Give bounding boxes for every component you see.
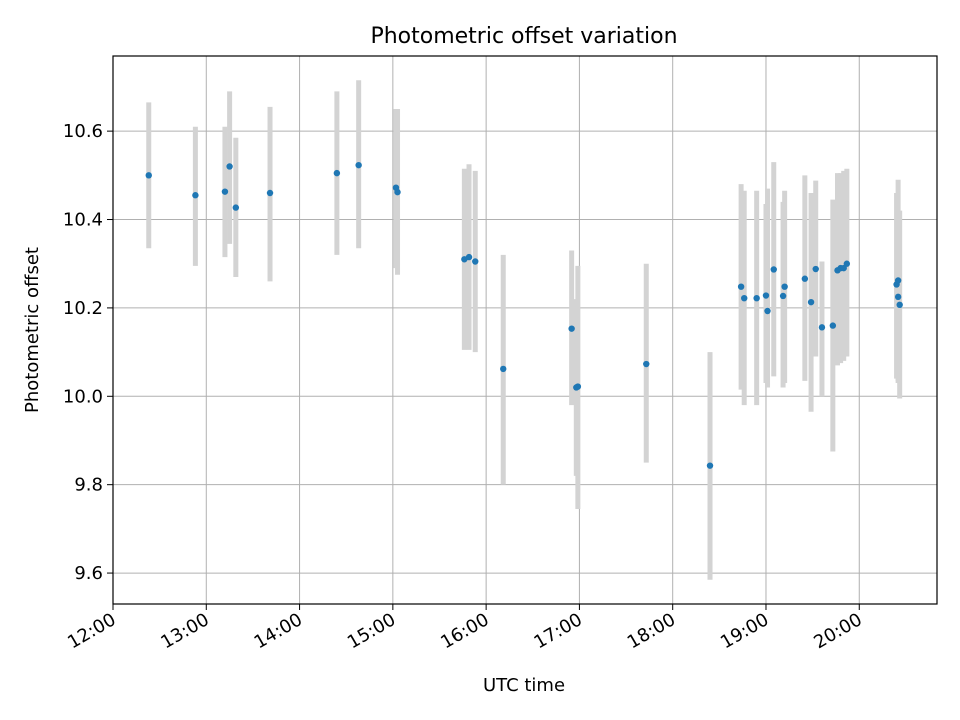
data-point [807, 298, 815, 306]
y-tick-label: 10.6 [63, 121, 103, 142]
data-point [764, 307, 771, 315]
y-axis-ticks: 9.6 9.8 10.0 10.2 10.4 10.6 [63, 121, 113, 584]
data-point [818, 324, 826, 331]
x-tick-label: 12:00 [64, 609, 119, 653]
data-point [472, 258, 479, 265]
data-point [355, 161, 362, 169]
data-point [896, 301, 903, 309]
data-point [706, 462, 714, 469]
data-point [779, 292, 787, 300]
data-point [843, 260, 851, 267]
y-axis-label: Photometric offset [22, 247, 43, 413]
data-point [812, 265, 819, 273]
x-tick-label: 13:00 [157, 609, 212, 653]
x-tick-label: 19:00 [717, 609, 772, 653]
data-point [643, 360, 650, 368]
x-axis-ticks: 12:00 13:00 14:00 15:00 16:00 17:00 18:00 19:00… [64, 604, 866, 653]
data-point [753, 294, 760, 302]
y-tick-label: 9.8 [74, 475, 103, 496]
data-point [465, 253, 473, 261]
data-point [770, 266, 777, 273]
x-axis-label: UTC time [483, 675, 565, 696]
data-point [226, 163, 233, 170]
y-tick-label: 9.6 [74, 563, 103, 584]
y-tick-label: 10.0 [63, 386, 103, 407]
data-point [829, 322, 837, 329]
data-point [192, 192, 199, 199]
x-tick-label: 14:00 [251, 609, 306, 653]
data-point [232, 204, 240, 211]
data-point [266, 189, 274, 197]
data-point [737, 283, 745, 290]
data-point [781, 283, 788, 290]
data-point [741, 294, 748, 302]
x-tick-label: 15:00 [344, 609, 399, 653]
chart-title: Photometric offset variation [370, 24, 677, 49]
data-point [762, 292, 770, 299]
data-points [145, 161, 903, 469]
x-tick-label: 20:00 [810, 609, 865, 653]
error-bars [146, 80, 903, 580]
data-point [145, 172, 152, 179]
data-point [333, 169, 341, 177]
x-tick-label: 17:00 [530, 609, 585, 653]
y-tick-label: 10.4 [63, 210, 103, 231]
data-point [801, 275, 809, 282]
x-tick-label: 16:00 [437, 609, 492, 653]
x-tick-label: 18:00 [624, 609, 679, 653]
data-point [894, 277, 902, 284]
data-point [500, 365, 507, 373]
data-point [394, 188, 401, 196]
data-point [568, 325, 575, 332]
data-point [574, 383, 582, 390]
data-point [894, 293, 902, 301]
data-point [221, 188, 229, 195]
plot-frame [112, 55, 938, 605]
y-tick-label: 10.2 [63, 298, 103, 319]
